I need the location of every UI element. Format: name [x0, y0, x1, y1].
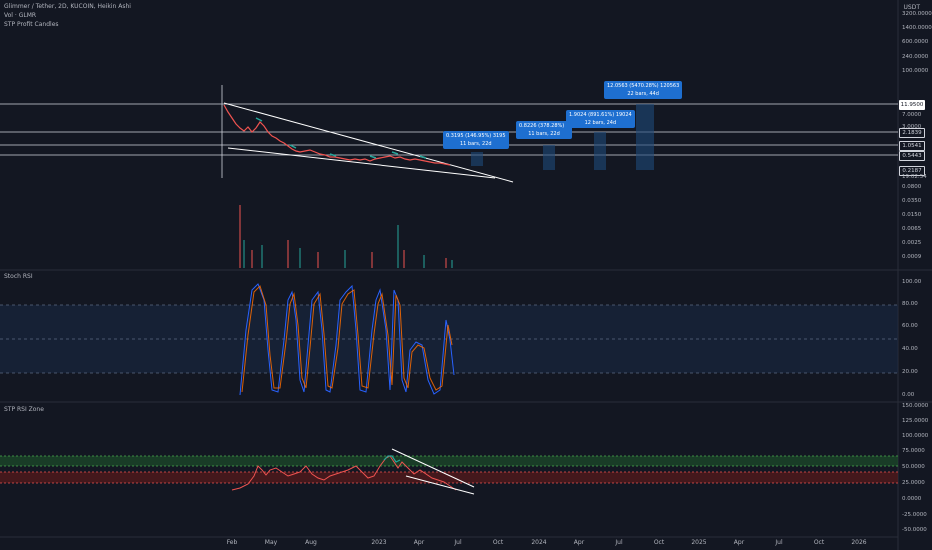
- symbol-legend[interactable]: Glimmer / Tether, 2D, KUCOIN, Heikin Ash…: [4, 3, 131, 10]
- rsi-lower-trendline: [405, 475, 475, 495]
- price-tag: 1.0541: [899, 141, 925, 151]
- rsi-axis-label: 150.0000: [902, 403, 929, 409]
- price-axis-label: 7.0000: [902, 112, 922, 118]
- price-axis-label: 100.0000: [902, 68, 929, 74]
- time-axis-label: Oct: [653, 539, 665, 546]
- time-axis-label: Feb: [226, 539, 238, 546]
- time-axis-label: Apr: [573, 539, 585, 546]
- price-axis-label: 0.0009: [902, 254, 922, 260]
- price-tag: 2.1839: [899, 128, 925, 138]
- measure-tooltip-4[interactable]: 12.0563 (5470.28%) 120563 22 bars, 44d: [604, 81, 683, 99]
- tooltip-value: 1.9024 (891.61%) 19024: [569, 112, 632, 118]
- rsi-axis-label: 0.0000: [902, 496, 922, 502]
- currency-label: USDT: [903, 4, 921, 11]
- projection-box-4: [636, 104, 654, 170]
- rsi-axis-label: -25.0000: [902, 512, 927, 518]
- time-axis-label: Oct: [492, 539, 504, 546]
- projection-box-2: [543, 145, 555, 170]
- price-axis-label: 0.0025: [902, 240, 922, 246]
- rsi-line-green: [383, 455, 401, 463]
- time-axis-label: Jul: [615, 539, 623, 546]
- measure-tooltip-3[interactable]: 1.9024 (891.61%) 19024 12 bars, 24d: [566, 110, 635, 128]
- time-axis-label: Jul: [454, 539, 462, 546]
- price-axis-label: 240.0000: [902, 54, 929, 60]
- projection-box-3: [594, 132, 606, 170]
- countdown-label: 19:02:54: [902, 174, 927, 180]
- time-axis-label: 2024: [531, 539, 547, 546]
- stoch-band: [0, 305, 898, 373]
- lower-trendline: [227, 147, 496, 179]
- tooltip-bars: 22 bars, 44d: [627, 91, 659, 97]
- tooltip-value: 12.0563 (5470.28%) 120563: [607, 83, 680, 89]
- stoch-axis-label: 100.00: [902, 279, 922, 285]
- time-axis-label: Jul: [775, 539, 783, 546]
- rsi-red-zone: [0, 472, 898, 483]
- time-axis-label: Aug: [305, 539, 317, 546]
- price-axis-label: 0.0800: [902, 184, 922, 190]
- rsi-axis-label: 50.0000: [902, 464, 925, 470]
- rsi-green-zone: [0, 456, 898, 466]
- time-axis-label: May: [264, 539, 278, 546]
- rsi-axis-label: 75.0000: [902, 448, 925, 454]
- time-axis-label: Apr: [413, 539, 425, 546]
- time-axis-label: Oct: [813, 539, 825, 546]
- tooltip-bars: 11 bars, 22d: [459, 141, 492, 147]
- price-axis-label: 0.0065: [902, 226, 922, 232]
- projection-box-1: [471, 152, 483, 166]
- price-candles: [223, 104, 451, 166]
- rsi-line: [231, 455, 457, 491]
- volume-legend[interactable]: Vol · GLMR: [4, 12, 37, 19]
- price-axis-label: 1400.0000: [902, 25, 932, 31]
- price-tag: 11.9500: [899, 100, 925, 110]
- time-axis-label: 2025: [691, 539, 707, 546]
- stoch-panel-title[interactable]: Stoch RSI: [4, 273, 33, 280]
- rsi-axis-label: 125.0000: [902, 418, 929, 424]
- stoch-k-line: [239, 283, 455, 396]
- indicator-legend[interactable]: STP Profit Candles: [4, 21, 59, 28]
- stoch-axis-label: 20.00: [902, 369, 918, 375]
- price-axis-label: 3.0000: [902, 124, 922, 130]
- price-axis-label: 0.0150: [902, 212, 922, 218]
- tooltip-bars: 11 bars, 22d: [528, 131, 560, 137]
- stoch-axis-label: 0.00: [902, 392, 915, 398]
- time-axis-label: 2023: [371, 539, 387, 546]
- price-axis-label: 3200.0000: [902, 11, 932, 17]
- tooltip-bars: 12 bars, 24d: [584, 120, 617, 126]
- stoch-axis-label: 60.00: [902, 323, 918, 329]
- rsi-axis-label: 100.0000: [902, 433, 929, 439]
- volume-bars: [239, 205, 453, 268]
- upper-trendline: [223, 102, 514, 183]
- stoch-axis-label: 40.00: [902, 346, 918, 352]
- measure-tooltip-2[interactable]: 0.8226 (378.28%) 8 11 bars, 22d: [516, 121, 573, 139]
- rsi-axis-label: -50.0000: [902, 527, 927, 533]
- rsi-panel-title[interactable]: STP RSI Zone: [4, 406, 44, 413]
- tooltip-value: 0.3195 (146.95%) 3195: [446, 133, 506, 139]
- rsi-upper-trendline: [391, 448, 475, 488]
- rsi-axis-label: 25.0000: [902, 480, 925, 486]
- price-axis-label: 600.0000: [902, 39, 929, 45]
- stoch-axis-label: 80.00: [902, 301, 918, 307]
- tooltip-value: 0.8226 (378.28%) 8: [519, 123, 570, 129]
- stoch-d-line: [241, 285, 453, 393]
- time-axis-label: Apr: [733, 539, 745, 546]
- price-tag: 0.2187: [899, 166, 925, 176]
- measure-tooltip-1[interactable]: 0.3195 (146.95%) 3195 11 bars, 22d: [443, 131, 509, 149]
- price-tag: 0.5443: [899, 151, 925, 161]
- time-axis-label: 2026: [851, 539, 867, 546]
- price-axis-label: 0.0350: [902, 198, 922, 204]
